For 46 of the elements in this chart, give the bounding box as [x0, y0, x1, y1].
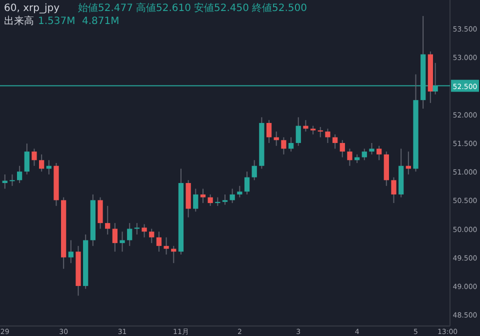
candlestick	[208, 194, 213, 206]
chart-title: 60, xrp_jpy	[4, 3, 60, 14]
candlestick	[32, 148, 37, 166]
candlestick	[296, 116, 301, 146]
candlestick	[39, 154, 44, 172]
annotation: 終値52.500	[251, 2, 307, 14]
candlestick	[98, 196, 103, 230]
annotation: 始値52.477	[78, 2, 133, 14]
candlestick	[347, 148, 352, 166]
candlestick	[230, 188, 235, 204]
annotation: 安値52.450	[194, 2, 249, 14]
candlestick	[222, 194, 228, 206]
candlestick	[288, 136, 294, 152]
candlestick	[244, 171, 250, 195]
candlestick	[266, 120, 272, 144]
candlestick	[10, 174, 15, 186]
candlestick	[237, 185, 242, 198]
candlestick	[200, 188, 206, 204]
candlestick	[325, 128, 330, 144]
candlestick	[120, 231, 125, 252]
candlestick	[112, 222, 118, 252]
candlestick	[16, 165, 22, 184]
candlestick	[24, 143, 30, 175]
candlestick	[340, 140, 345, 158]
candlestick	[68, 240, 74, 264]
candlestick	[142, 224, 147, 238]
candlestick	[281, 136, 286, 155]
candlestick	[252, 160, 257, 181]
candlestick	[2, 174, 8, 190]
candlestick	[127, 222, 132, 246]
annotation: 1.537M	[38, 16, 76, 27]
candlestick	[391, 176, 396, 204]
annotation: 4.871M	[82, 16, 120, 27]
candlestick	[105, 205, 110, 235]
candlestick	[193, 188, 198, 212]
candlestick	[149, 228, 154, 244]
annotation: 出来高	[4, 15, 34, 27]
candlestick	[134, 222, 140, 235]
candlestick	[376, 145, 382, 161]
candlestick	[164, 236, 169, 256]
candlestick	[362, 148, 367, 161]
candlestick	[369, 142, 374, 155]
annotation: 高値52.610	[136, 2, 191, 14]
candlestick	[332, 134, 338, 150]
candlestick	[303, 120, 308, 132]
candlestick	[156, 231, 162, 252]
